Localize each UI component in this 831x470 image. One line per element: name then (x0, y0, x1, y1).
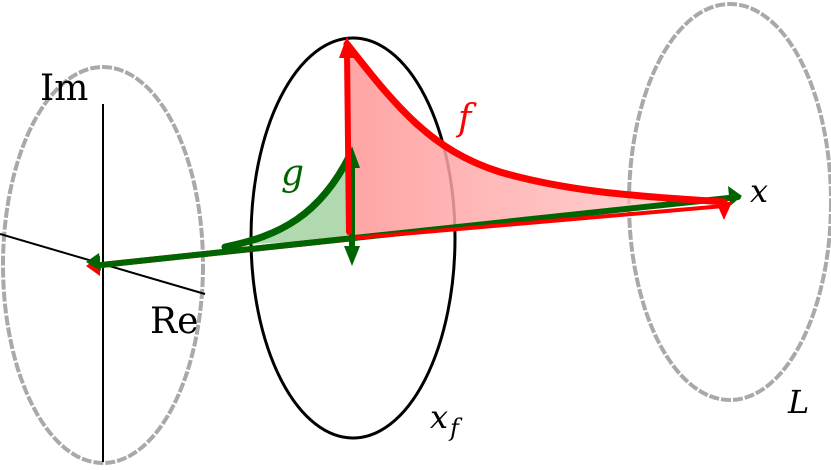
g-fill-region (225, 155, 352, 246)
f-curve (343, 40, 728, 206)
g-curve (221, 151, 354, 251)
f-axis-segment-right (353, 204, 726, 240)
f-fill-region (347, 44, 724, 238)
g-vertical-arrowtail (344, 246, 360, 266)
x-end-red-tip (716, 202, 732, 220)
x-end-green-tip (728, 186, 742, 206)
label-xf-sub: f (448, 414, 463, 442)
label-f: f (455, 98, 477, 139)
f-vertical-arrowhead (339, 36, 355, 58)
label-re: Re (150, 301, 198, 342)
label-xf-base: x (430, 398, 448, 436)
label-im: Im (40, 68, 88, 109)
f-vertical-arrow (344, 49, 352, 235)
label-L: L (787, 383, 809, 421)
left-plane-ring (1, 65, 205, 465)
label-xf: xf (430, 398, 463, 442)
label-x: x (750, 172, 768, 210)
origin-green-tip (86, 253, 101, 271)
label-g: g (281, 153, 304, 194)
